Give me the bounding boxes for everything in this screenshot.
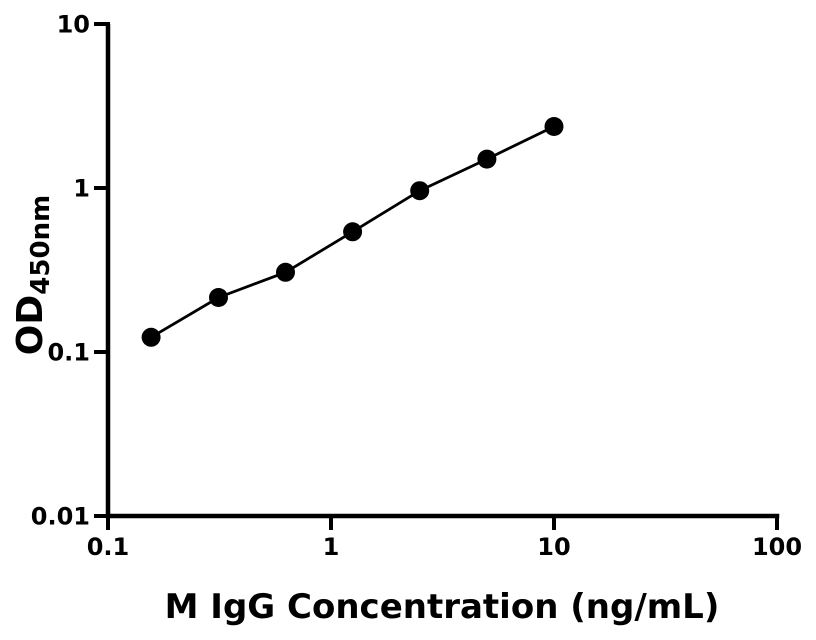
data-point xyxy=(544,117,564,136)
x-tick-label: 1 xyxy=(323,533,340,561)
y-tick-label: 0.01 xyxy=(31,503,90,531)
data-point xyxy=(276,262,295,282)
x-axis-title: M IgG Concentration (ng/mL) xyxy=(165,587,720,627)
data-point xyxy=(209,288,228,307)
y-axis-title-main: OD xyxy=(10,295,51,356)
y-tick-label: 0.1 xyxy=(47,339,90,367)
x-tick-label: 100 xyxy=(752,533,802,561)
y-axis-title-sub: 450nm xyxy=(26,195,56,295)
x-tick-label: 10 xyxy=(537,533,570,561)
y-tick-label: 10 xyxy=(57,11,90,39)
axes xyxy=(105,24,780,519)
y-axis-title: OD450nm xyxy=(10,195,56,355)
data-point xyxy=(410,181,430,201)
series-group xyxy=(141,117,564,347)
data-point xyxy=(477,149,497,169)
y-tick-label: 1 xyxy=(73,175,90,203)
x-tick-label: 0.1 xyxy=(87,533,130,561)
data-point xyxy=(141,327,161,347)
axis-ticks xyxy=(94,22,779,530)
data-point xyxy=(343,222,363,242)
